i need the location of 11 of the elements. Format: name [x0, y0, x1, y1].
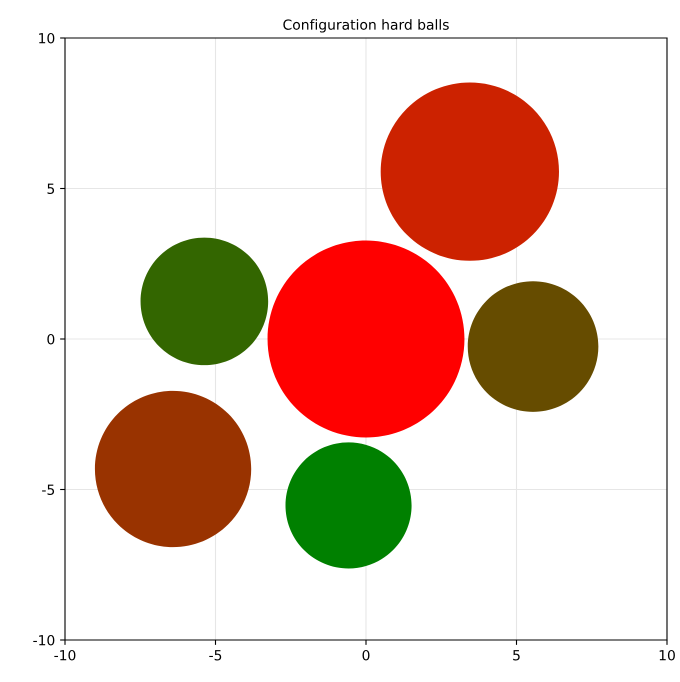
y-tick-label: 10 [39, 32, 54, 44]
chart-title: Configuration hard balls [283, 19, 449, 33]
x-tick-label: -10 [54, 650, 76, 660]
x-tick-label: 10 [660, 650, 675, 660]
x-tick-label: -5 [209, 650, 222, 660]
x-tick-label: 0 [362, 650, 370, 660]
x-tick-label: 5 [513, 650, 520, 660]
y-tick-label: -5 [42, 484, 54, 495]
y-tick-label: 0 [47, 334, 54, 344]
y-tick-label: 5 [48, 184, 54, 194]
y-tick-label: -10 [33, 634, 54, 646]
